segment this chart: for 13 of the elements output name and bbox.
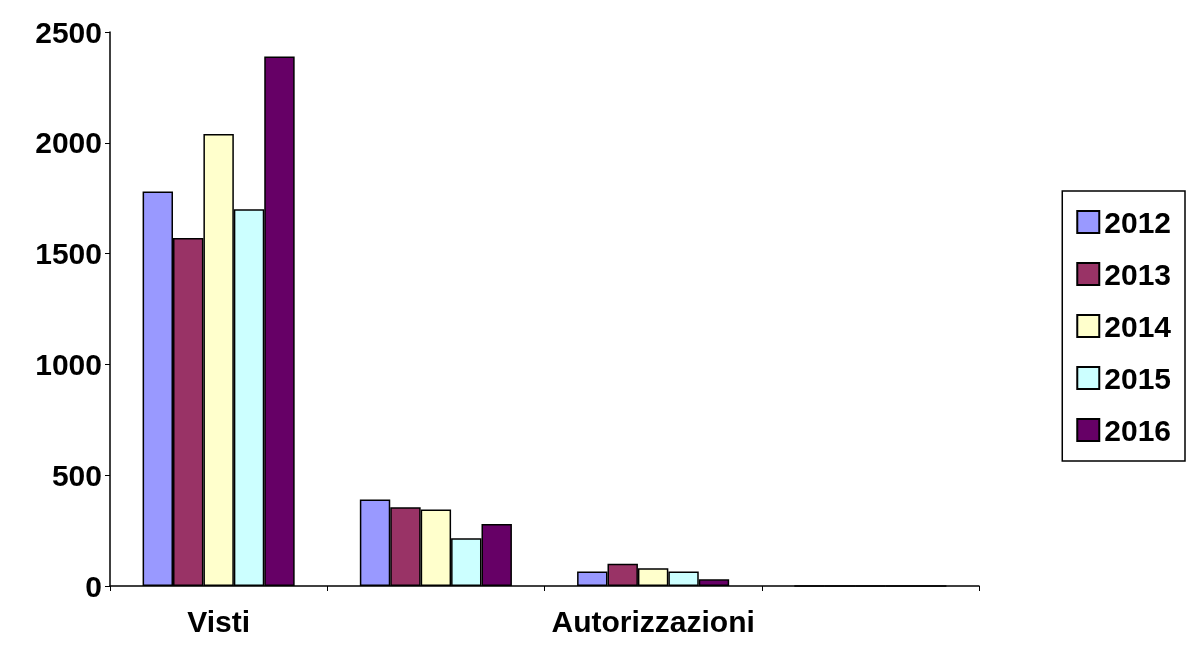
y-tick-label: 2000 (35, 126, 102, 160)
y-tick-label: 1500 (35, 237, 102, 271)
legend-label: 2013 (1104, 257, 1172, 291)
x-tick-label: Visti (187, 604, 251, 638)
y-tick-label: 1000 (35, 347, 102, 381)
legend-label: 2014 (1104, 309, 1172, 343)
y-tick-label: 0 (85, 569, 102, 603)
legend-label: 2016 (1104, 413, 1172, 447)
y-tick-label: 500 (51, 458, 102, 492)
legend-label: 2012 (1104, 205, 1172, 239)
legend-label: 2015 (1104, 361, 1172, 395)
x-tick-label: Autorizzazioni (551, 604, 755, 638)
y-tick-label: 2500 (35, 15, 102, 49)
